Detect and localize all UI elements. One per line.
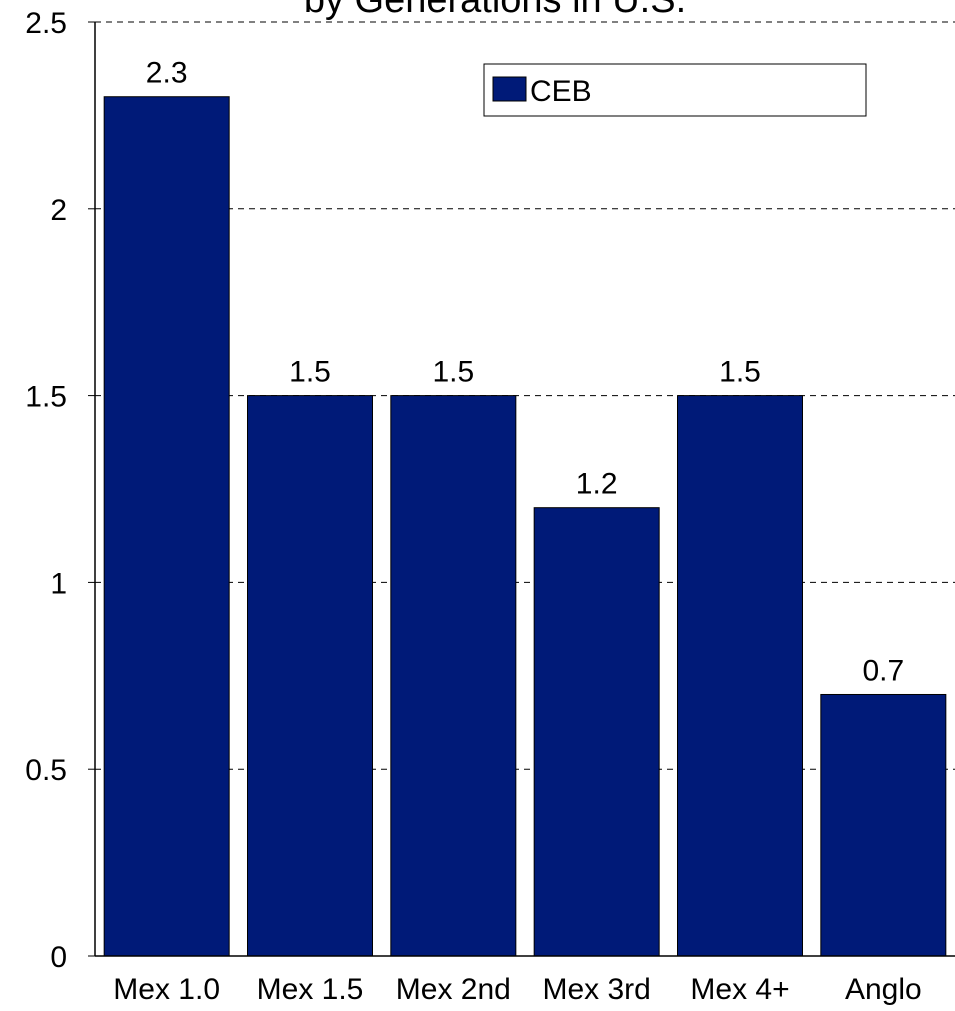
data-label: 1.5 (432, 356, 474, 389)
y-tick-label: 0.5 (25, 754, 67, 787)
data-label: 1.5 (289, 356, 331, 389)
bar (533, 507, 660, 957)
data-label: 2.3 (146, 57, 188, 90)
x-category-label: Mex 2nd (396, 973, 511, 1006)
x-category-label: Anglo (845, 973, 922, 1006)
legend-box (483, 63, 867, 117)
bar (820, 693, 947, 957)
y-tick-label: 2 (50, 194, 67, 227)
bar (677, 395, 803, 957)
bars (103, 96, 947, 957)
data-label: 0.7 (862, 654, 904, 687)
y-tick-label: 1 (50, 567, 67, 600)
bar (103, 96, 230, 957)
chart-title: by Generations in U.S. (304, 0, 686, 21)
y-tick-label: 0 (50, 941, 67, 974)
legend-label: CEB (530, 75, 592, 108)
y-tick-label: 1.5 (25, 381, 67, 414)
legend-swatch (492, 76, 527, 102)
grid-lines (95, 21, 955, 770)
x-category-label: Mex 3rd (542, 973, 650, 1006)
x-category-label: Mex 1.0 (113, 973, 220, 1006)
bar (247, 395, 373, 957)
labels: 0 0.5 1 1.5 2 2.5 2.3 Mex 1.0 1.5 Mex 1.5 1.5 Mex 2… (25, 7, 921, 1006)
bar (390, 395, 517, 957)
y-tick-label: 2.5 (25, 7, 67, 40)
legend: CEB (483, 63, 867, 117)
data-label: 1.5 (719, 356, 761, 389)
x-category-label: Mex 4+ (690, 973, 789, 1006)
x-category-label: Mex 1.5 (257, 973, 364, 1006)
data-label: 1.2 (576, 468, 618, 501)
axes (88, 21, 955, 957)
